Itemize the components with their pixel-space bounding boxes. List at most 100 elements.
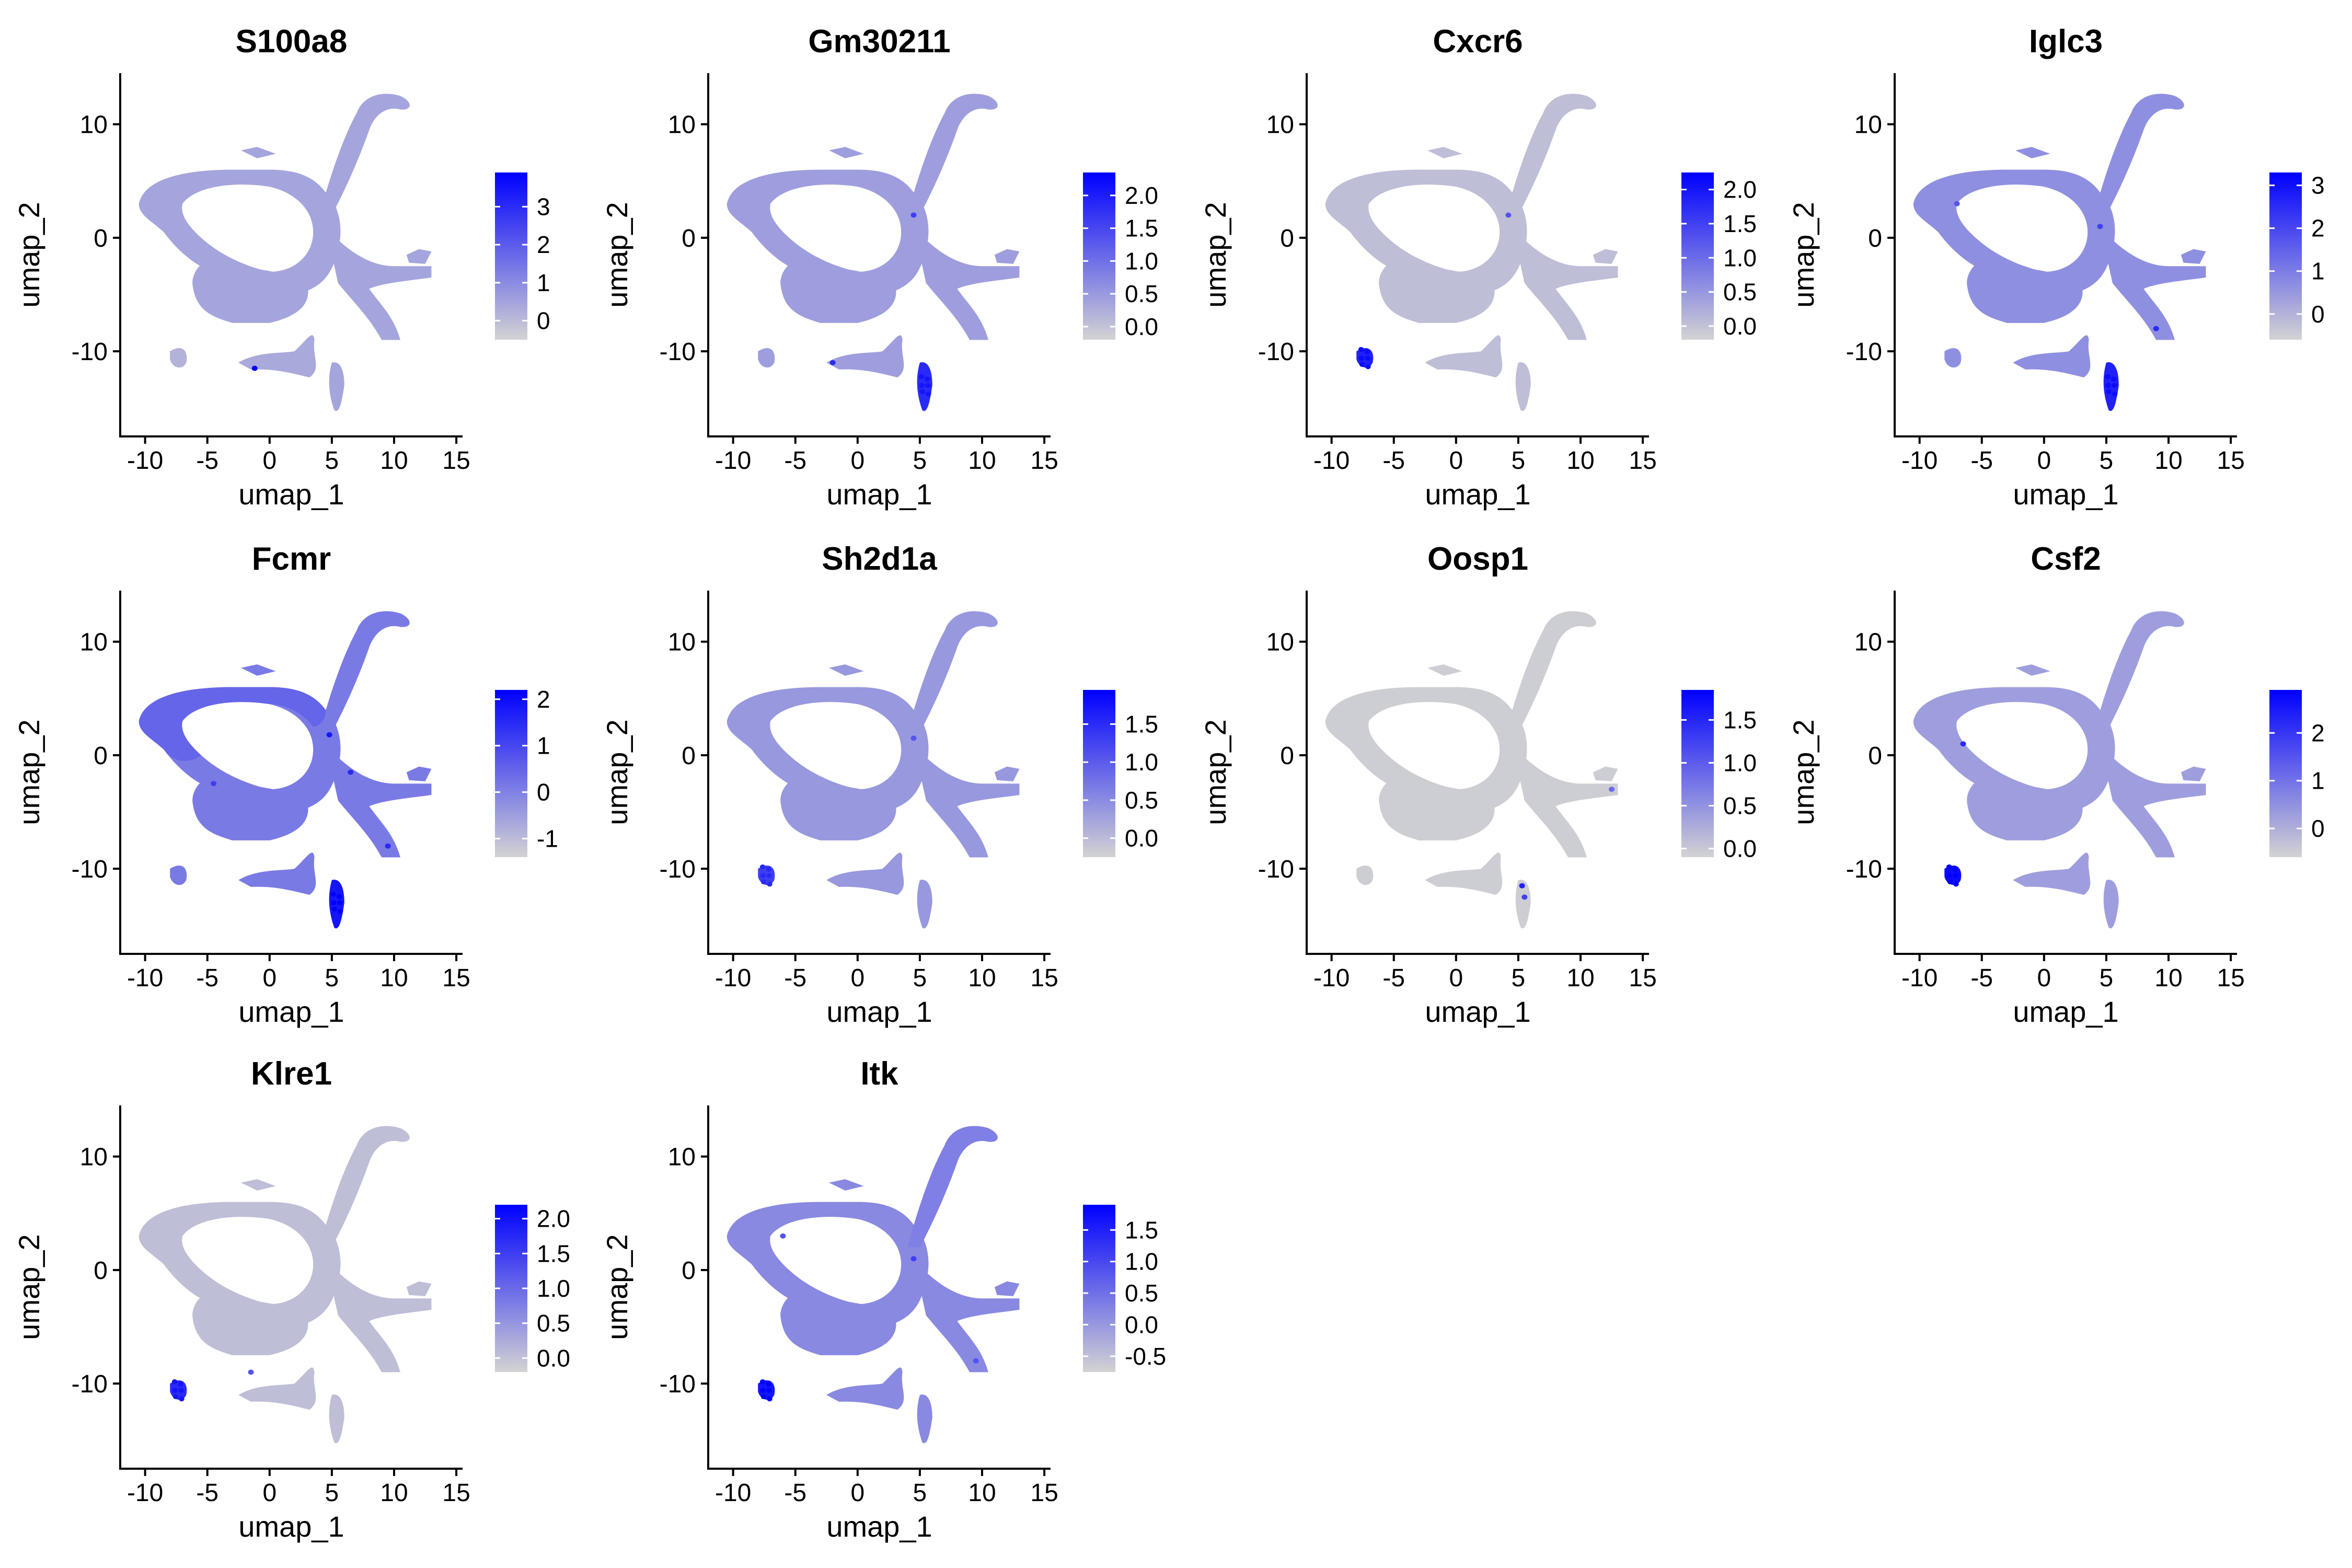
cell-point (766, 867, 771, 872)
colorbar-tick-label: 1 (537, 269, 550, 296)
y-axis-label: umap_2 (601, 202, 633, 307)
x-tick-label: 5 (913, 1479, 927, 1507)
cell-point (1947, 879, 1953, 885)
x-tick-label: 5 (325, 964, 339, 992)
x-tick-label: 10 (2154, 964, 2182, 992)
x-tick-label: -10 (715, 1479, 751, 1507)
y-tick-label: 0 (94, 1257, 108, 1285)
cell-point (178, 1388, 184, 1393)
x-tick-label: 0 (850, 964, 864, 992)
cell-point (1365, 355, 1370, 361)
colorbar-tick-label: 1.0 (1125, 1248, 1158, 1275)
expression-hotspot-tail (907, 1126, 998, 1248)
x-tick-label: -10 (715, 447, 751, 475)
colorbar-tick-label: 0.5 (1125, 787, 1158, 814)
x-tick-label: -5 (1970, 964, 1993, 992)
colorbar-tick-label: -1 (537, 825, 558, 852)
cell-point (179, 1396, 185, 1402)
x-tick-label: -5 (784, 964, 806, 992)
main-cluster-cells (139, 1126, 432, 1373)
cell-point (924, 376, 930, 382)
colorbar-tick-label: 2.0 (1723, 176, 1757, 203)
feature-plot-panel: Itk -10 -5 0 5 10 15 10 0 -10 umap_1 umap_2 -0.5 0.0 0… (601, 1056, 1166, 1543)
colorbar-tick-label: 1.5 (1125, 215, 1158, 242)
x-tick-label: -10 (1313, 964, 1350, 992)
cell-point (1364, 349, 1370, 354)
colorbar-tick-label: 1.5 (1723, 706, 1757, 733)
x-tick-label: 15 (1030, 447, 1058, 475)
x-tick-label: 0 (262, 1479, 276, 1507)
x-axis-label: umap_1 (238, 478, 344, 511)
cell-point (1960, 741, 1966, 747)
y-axis-label: umap_2 (601, 1234, 633, 1340)
y-tick-label: 0 (94, 742, 108, 770)
main-cluster-cells (1325, 611, 1618, 858)
x-axis-label: umap_1 (1425, 478, 1530, 511)
cell-point (1359, 362, 1365, 367)
feature-plot-panel: S100a8 -10 -5 0 5 10 15 10 0 -10 umap_1 umap_2 0 1 2 3 (13, 24, 550, 511)
cell-point (211, 781, 217, 787)
expression-hotspot-ring (139, 687, 326, 761)
y-tick-label: 0 (682, 1257, 696, 1285)
y-tick-label: 10 (1266, 629, 1294, 656)
colorbar-tick-label: 0.0 (1125, 825, 1158, 852)
x-tick-label: 0 (262, 964, 276, 992)
y-axis-label: umap_2 (13, 1234, 45, 1340)
panel-title: Cxcr6 (1433, 24, 1523, 60)
colorbar-tick-label: 0.5 (1125, 1279, 1158, 1307)
colorbar-tick-label: 1.5 (537, 1240, 570, 1267)
colorbar-tick-label: 1.5 (1723, 210, 1757, 237)
island-cluster-cells (758, 1367, 932, 1444)
colorbar-tick-label: 1.0 (1125, 748, 1158, 776)
colorbar-tick-label: 1.5 (1125, 710, 1158, 737)
cell-point (251, 365, 258, 371)
y-tick-label: 10 (80, 1144, 108, 1171)
island-cluster-cells (758, 335, 932, 411)
colorbar (495, 172, 527, 340)
feature-plot-panel: Iglc3 -10 -5 0 5 10 15 10 0 -10 umap_1 umap_2 0 1 2 3 (1787, 24, 2325, 511)
cell-point (1609, 787, 1615, 792)
panel-title: Fcmr (252, 541, 331, 577)
x-tick-label: 5 (1512, 964, 1526, 992)
x-tick-label: -10 (1901, 964, 1938, 992)
cell-point (331, 906, 338, 912)
x-axis-label: umap_1 (826, 478, 932, 511)
cell-point (2106, 389, 2112, 395)
x-tick-label: -5 (784, 447, 806, 475)
cell-point (326, 732, 332, 737)
x-tick-label: 5 (325, 1479, 339, 1507)
x-tick-label: 5 (913, 447, 927, 475)
cell-point (336, 894, 342, 899)
colorbar (1083, 690, 1115, 857)
cell-point (2111, 376, 2117, 382)
umap-embedding-points (727, 94, 1020, 411)
colorbar (495, 1205, 527, 1372)
cell-point (760, 879, 767, 885)
x-tick-label: 10 (380, 1479, 408, 1507)
panel-title: Oosp1 (1427, 541, 1528, 577)
x-axis-label: umap_1 (238, 995, 344, 1028)
colorbar (1083, 172, 1115, 340)
x-tick-label: 15 (1629, 964, 1656, 992)
cell-point (172, 1388, 178, 1393)
y-tick-label: 10 (1854, 629, 1882, 656)
x-tick-label: -10 (127, 1479, 163, 1507)
cell-point (1953, 873, 1958, 878)
y-axis-label: umap_2 (601, 719, 633, 825)
x-tick-label: 5 (913, 964, 927, 992)
cell-point (385, 843, 391, 849)
cell-point (1952, 867, 1958, 872)
cell-point (925, 391, 931, 397)
cell-point (330, 891, 337, 897)
x-tick-label: 10 (2154, 447, 2182, 475)
y-tick-label: -10 (660, 1370, 696, 1398)
x-tick-label: 5 (2100, 964, 2114, 992)
cell-point (767, 881, 773, 887)
panel-title: Klre1 (251, 1056, 332, 1092)
y-axis-label: umap_2 (1199, 719, 1232, 825)
y-tick-label: 0 (682, 225, 696, 252)
y-tick-label: 0 (1280, 742, 1294, 770)
panel-title: Iglc3 (2029, 24, 2103, 60)
island-cluster-cells (1944, 335, 2119, 411)
